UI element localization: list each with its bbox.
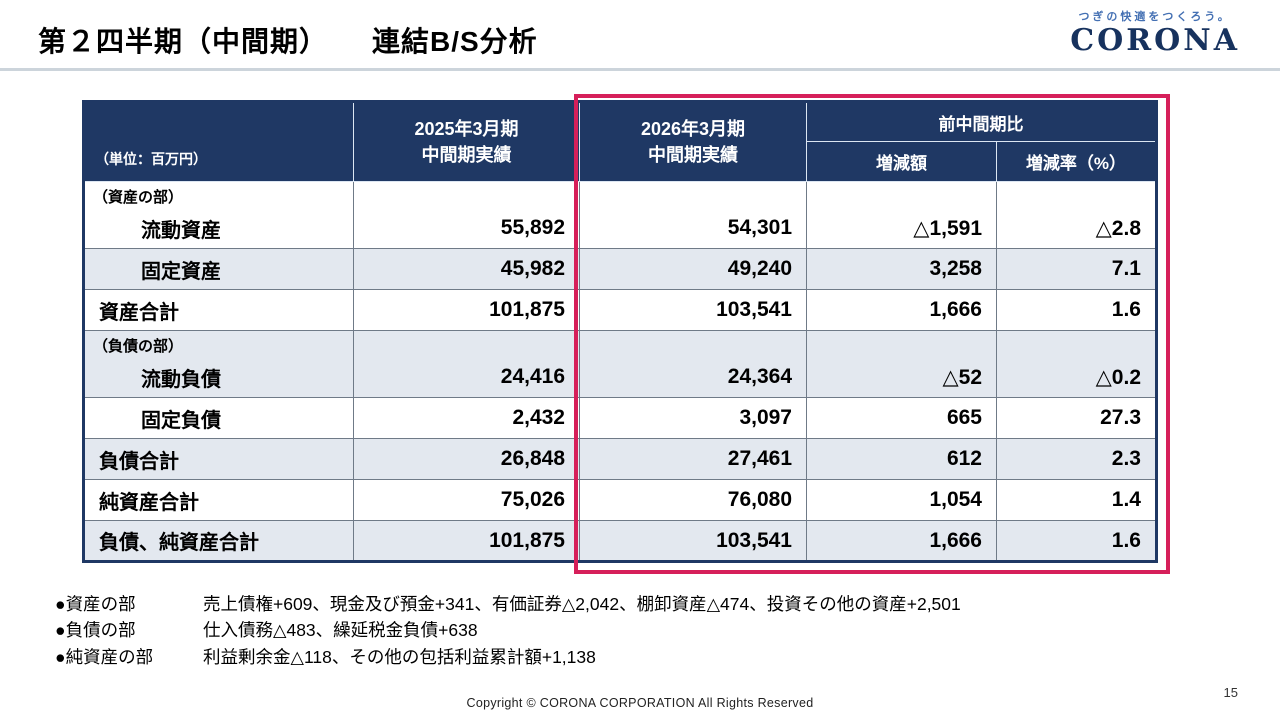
table-header: （単位：百万円） 2025年3月期 中間期実績 2026年3月期 中間期実績 前… [83, 101, 1157, 182]
value-fy2025: 45,982 [353, 248, 580, 290]
note-label: ●負債の部 [55, 620, 136, 641]
col-header-comparison: 前中間期比 [806, 101, 1157, 142]
row-label: 負債合計 [99, 450, 179, 473]
value-fy2025: 101,875 [353, 520, 580, 562]
note-text: 仕入債務△483、繰延税金負債+638 [203, 620, 478, 641]
value-fy2025: 101,875 [353, 289, 580, 331]
note-text: 売上債権+609、現金及び預金+341、有価証券△2,042、棚卸資産△474、… [203, 594, 961, 614]
note-assets: ●資産の部 売上債権+609、現金及び預金+341、有価証券△2,042、棚卸資… [55, 594, 1240, 614]
value-fy2026: 27,461 [579, 438, 807, 480]
corona-logo: つぎの快適をつくろう。 CORONA [1070, 8, 1240, 56]
table-row-total-net-assets: 純資産合計 75,026 76,080 1,054 1.4 [83, 479, 1157, 521]
col-header-fy2025-line1: 2025年3月期 [414, 118, 519, 139]
table-row-fixed-liabilities: 固定負債 2,432 3,097 665 27.3 [83, 397, 1157, 439]
row-label: 固定資産 [141, 260, 221, 283]
value-rate: 7.1 [996, 248, 1157, 290]
value-fy2026: 49,240 [579, 248, 807, 290]
col-header-fy2026-line1: 2026年3月期 [640, 118, 746, 139]
row-label: 純資産合計 [99, 491, 199, 514]
col-header-unit: （単位：百万円） [83, 101, 354, 182]
value-rate: 1.6 [996, 520, 1157, 562]
row-label-cell: （負債の部） 流動負債 [83, 330, 354, 398]
row-label-cell: 負債、純資産合計 [83, 520, 354, 562]
value-fy2026: 76,080 [579, 479, 807, 521]
col-header-rate: 増減率（%） [996, 141, 1157, 182]
note-liabilities: ●負債の部 仕入債務△483、繰延税金負債+638 [55, 620, 1240, 641]
section-label-assets: （資産の部） [93, 188, 184, 206]
row-label: 固定負債 [141, 409, 221, 432]
note-label: ●資産の部 [55, 594, 136, 614]
row-label-cell: 負債合計 [83, 438, 354, 480]
row-label: 流動負債 [141, 369, 221, 391]
col-header-fy2025: 2025年3月期 中間期実績 [353, 101, 580, 182]
note-label: ●純資産の部 [55, 646, 154, 667]
row-label: 資産合計 [99, 301, 179, 324]
table-row-fixed-assets: 固定資産 45,982 49,240 3,258 7.1 [83, 248, 1157, 290]
value-diff: △52 [806, 330, 997, 398]
value-rate: 27.3 [996, 397, 1157, 439]
value-fy2026: 103,541 [579, 520, 807, 562]
logo-brand: CORONA [1070, 23, 1240, 58]
row-label-cell: 純資産合計 [83, 479, 354, 521]
value-fy2026: 3,097 [579, 397, 807, 439]
value-diff: 1,666 [806, 520, 997, 562]
logo-tagline: つぎの快適をつくろう。 [1078, 11, 1232, 23]
table-body: （資産の部） 流動資産 55,892 54,301 △1,591 △2.8 固定… [83, 181, 1157, 562]
page-title: 第２四半期（中間期） 連結B/S分析 [38, 26, 538, 57]
table-row-total-liabilities: 負債合計 26,848 27,461 612 2.3 [83, 438, 1157, 480]
row-label: 流動資産 [141, 220, 221, 242]
note-text: 利益剰余金△118、その他の包括利益累計額+1,138 [203, 646, 596, 667]
row-label: 負債、純資産合計 [99, 532, 259, 554]
row-label-cell: 資産合計 [83, 289, 354, 331]
value-fy2025: 26,848 [353, 438, 580, 480]
value-rate: △0.2 [996, 330, 1157, 398]
col-header-diff: 増減額 [806, 141, 997, 182]
value-fy2025: 75,026 [353, 479, 580, 521]
value-diff: 1,054 [806, 479, 997, 521]
table-row-current-liabilities: （負債の部） 流動負債 24,416 24,364 △52 △0.2 [83, 330, 1157, 398]
value-fy2026: 24,364 [579, 330, 807, 398]
row-label-cell: 固定資産 [83, 248, 354, 290]
value-fy2026: 103,541 [579, 289, 807, 331]
value-rate: 1.4 [996, 479, 1157, 521]
value-fy2025: 2,432 [353, 397, 580, 439]
col-header-fy2026: 2026年3月期 中間期実績 [579, 101, 807, 182]
balance-sheet-table: （単位：百万円） 2025年3月期 中間期実績 2026年3月期 中間期実績 前… [82, 100, 1158, 563]
value-fy2025: 24,416 [353, 330, 580, 398]
value-rate: 1.6 [996, 289, 1157, 331]
value-diff: 665 [806, 397, 997, 439]
value-rate: 2.3 [996, 438, 1157, 480]
value-fy2026: 54,301 [579, 181, 807, 249]
col-header-fy2025-line2: 中間期実績 [421, 145, 512, 165]
value-diff: 612 [806, 438, 997, 480]
value-fy2025: 55,892 [353, 181, 580, 249]
value-diff: 3,258 [806, 248, 997, 290]
title-divider-rule [0, 68, 1280, 71]
value-diff: △1,591 [806, 181, 997, 249]
row-label-cell: （資産の部） 流動資産 [83, 181, 354, 249]
value-rate: △2.8 [996, 181, 1157, 249]
table-row-total-liabilities-net-assets: 負債、純資産合計 101,875 103,541 1,666 1.6 [83, 520, 1157, 562]
page-number: 15 [1223, 685, 1238, 700]
section-label-liabilities: （負債の部） [93, 337, 184, 355]
note-net-assets: ●純資産の部 利益剰余金△118、その他の包括利益累計額+1,138 [55, 646, 1240, 667]
table-row-current-assets: （資産の部） 流動資産 55,892 54,301 △1,591 △2.8 [83, 181, 1157, 249]
value-diff: 1,666 [806, 289, 997, 331]
col-header-fy2026-line2: 中間期実績 [648, 145, 738, 165]
copyright-text: Copyright © CORONA CORPORATION All Right… [466, 696, 814, 710]
table-row-total-assets: 資産合計 101,875 103,541 1,666 1.6 [83, 289, 1157, 331]
row-label-cell: 固定負債 [83, 397, 354, 439]
notes: ●資産の部 売上債権+609、現金及び預金+341、有価証券△2,042、棚卸資… [55, 594, 1240, 674]
